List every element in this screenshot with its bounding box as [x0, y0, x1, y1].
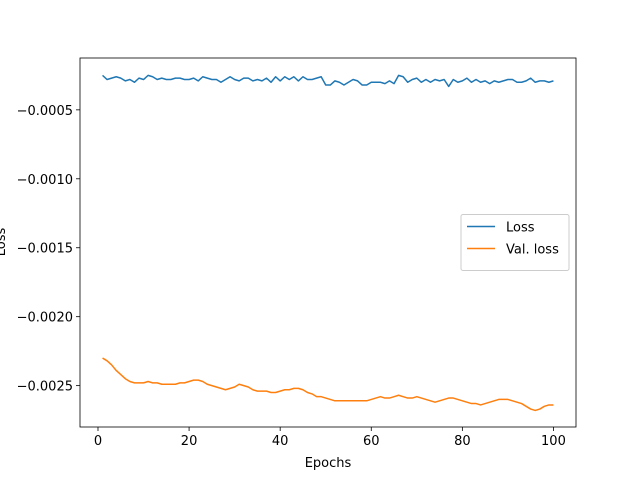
legend-label: Val. loss — [506, 243, 559, 258]
x-tick-label: 20 — [181, 434, 198, 449]
series-line — [102, 357, 554, 412]
y-axis-label: Loss — [0, 228, 9, 257]
y-tick-label: −0.0025 — [17, 380, 73, 395]
x-tick-label: 100 — [541, 434, 566, 449]
legend-label: Loss — [506, 221, 535, 236]
x-tick-label: 0 — [94, 434, 102, 449]
y-tick-label: −0.0020 — [17, 311, 73, 326]
y-tick-label: −0.0015 — [17, 242, 73, 257]
x-tick-label: 40 — [272, 434, 289, 449]
x-axis-label: Epochs — [305, 456, 352, 471]
legend: Loss Val. loss — [460, 214, 570, 271]
legend-box — [460, 214, 570, 271]
y-tick-label: −0.0010 — [17, 173, 73, 188]
x-tick-label: 60 — [363, 434, 380, 449]
x-tick-label: 80 — [454, 434, 471, 449]
series-line — [102, 74, 554, 88]
y-tick-label: −0.0005 — [17, 104, 73, 119]
plot-frame — [79, 57, 577, 428]
